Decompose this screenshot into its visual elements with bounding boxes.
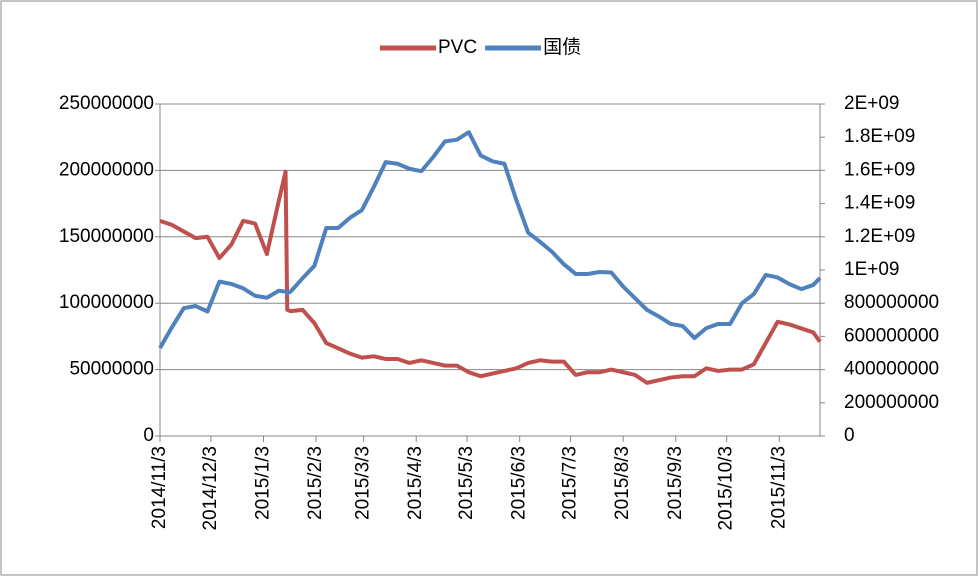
x-tick-label: 2014/11/3: [149, 446, 170, 529]
y-tick-label: 250000000: [59, 93, 154, 114]
x-tick-label: 2015/4/3: [405, 446, 426, 520]
y2-tick-label: 1.2E+09: [844, 226, 915, 247]
x-tick-label: 2015/11/3: [768, 446, 789, 529]
x-tick-label: 2015/2/3: [305, 446, 326, 520]
y-tick-label: 100000000: [59, 292, 154, 313]
x-tick-label: 2015/9/3: [665, 446, 686, 520]
y2-tick-label: 1.6E+09: [844, 159, 915, 180]
series-line: [158, 130, 822, 350]
y2-tick-label: 1E+09: [844, 259, 899, 280]
x-tick-label: 2015/7/3: [560, 446, 581, 520]
x-tick-label: 2015/5/3: [456, 446, 477, 520]
series-line: [159, 169, 822, 385]
x-tick-label: 2015/6/3: [509, 446, 530, 520]
legend-label: PVC: [438, 37, 477, 58]
y2-tick-label: 400000000: [844, 359, 939, 380]
x-tick-label: 2015/10/3: [716, 446, 737, 531]
x-tick-label: 2015/1/3: [253, 446, 274, 520]
x-tick-label: 2014/12/3: [200, 446, 221, 531]
y2-tick-label: 200000000: [844, 392, 939, 413]
y2-tick-label: 600000000: [844, 325, 939, 346]
legend-label: 国债: [543, 36, 581, 58]
y2-tick-label: 1.8E+09: [844, 126, 915, 147]
y2-tick-label: 0: [844, 425, 855, 446]
y-tick-label: 150000000: [59, 226, 154, 247]
y2-tick-label: 800000000: [844, 292, 939, 313]
x-tick-label: 2015/8/3: [612, 446, 633, 520]
y-tick-label: 200000000: [59, 159, 154, 180]
y2-tick-label: 1.4E+09: [844, 193, 915, 214]
y-tick-label: 50000000: [69, 359, 154, 380]
x-tick-label: 2015/3/3: [353, 446, 374, 520]
y-tick-label: 0: [143, 425, 154, 446]
y2-tick-label: 2E+09: [844, 93, 899, 114]
